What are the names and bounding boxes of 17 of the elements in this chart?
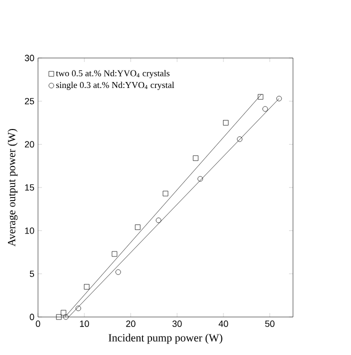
x-tick-label: 20	[126, 320, 136, 327]
y-tick-label: 25	[24, 98, 34, 104]
x-tick-label: 40	[218, 320, 228, 327]
y-axis-title: Average output power (W)	[8, 128, 18, 246]
x-axis-title: Incident pump power (W)	[108, 334, 222, 344]
x-tick-label: 50	[265, 320, 274, 327]
y-tick-label: 30	[24, 54, 34, 62]
x-tick-label: 0	[36, 320, 40, 327]
legend-label: two 0.5 at.% Nd:YVO$_{4}$ crystals	[56, 70, 170, 78]
y-tick-label: 10	[25, 227, 34, 234]
x-tick-label: 30	[172, 320, 182, 327]
y-tick-label: 15	[25, 184, 34, 191]
y-tick-label: 0	[30, 314, 34, 320]
legend-label: single 0.3 at.% Nd:YVO$_{4}$ crystal	[56, 82, 174, 90]
y-tick-label: 20	[24, 141, 34, 148]
x-tick-label: 10	[80, 320, 90, 327]
y-tick-label: 5	[30, 270, 34, 277]
